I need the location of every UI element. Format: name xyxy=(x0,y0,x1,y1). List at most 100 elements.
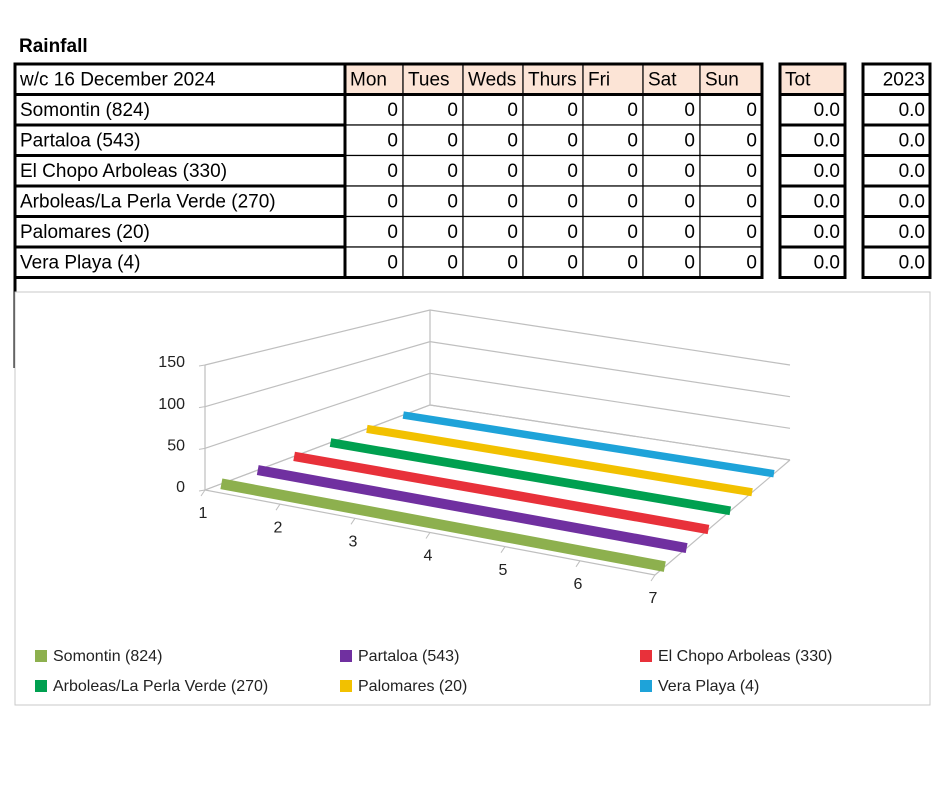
table-outline xyxy=(778,62,847,279)
y-tick-label: 0 xyxy=(176,479,185,496)
x-tick xyxy=(200,489,206,497)
cell-text: 0 xyxy=(746,222,757,243)
cell-text: 0.0 xyxy=(899,252,925,273)
header-text: Mon xyxy=(350,69,387,90)
header-text: Tot xyxy=(785,69,811,90)
x-tick-label: 1 xyxy=(199,505,208,522)
cell-text: 0 xyxy=(746,161,757,182)
cell-text: 0 xyxy=(746,130,757,151)
table-cell xyxy=(699,93,763,126)
x-tick-label: 5 xyxy=(499,562,508,579)
header-text: Thurs xyxy=(528,69,577,90)
cell-text: 0 xyxy=(387,191,398,212)
table-cell xyxy=(699,154,763,187)
table-cell xyxy=(582,215,644,248)
table-outline xyxy=(13,62,347,279)
table-cell xyxy=(582,246,644,279)
cell-text: 0.0 xyxy=(899,191,925,212)
legend-swatch xyxy=(640,680,652,692)
cell-text: 0.0 xyxy=(814,161,840,182)
cell-text: 0 xyxy=(447,100,458,121)
cell-text: Arboleas/La Perla Verde (270) xyxy=(20,191,276,212)
cell-text: 0 xyxy=(684,191,695,212)
table-outline xyxy=(861,62,932,279)
cell-text: 0.0 xyxy=(899,130,925,151)
cell-text: 0 xyxy=(387,222,398,243)
series-line xyxy=(329,438,732,516)
cell-text: 0 xyxy=(387,161,398,182)
cell-text: 0 xyxy=(447,130,458,151)
cell-text: 0 xyxy=(507,130,518,151)
cell-text: 0 xyxy=(746,100,757,121)
cell-text: 0 xyxy=(627,191,638,212)
x-tick xyxy=(500,546,506,553)
table-cell xyxy=(642,246,701,279)
legend-label: Palomares (20) xyxy=(358,678,467,695)
cell-text: 0.0 xyxy=(814,191,840,212)
cell-text: 0 xyxy=(567,161,578,182)
table-cell xyxy=(462,124,524,157)
cell-text: 0 xyxy=(387,130,398,151)
legend-label: El Chopo Arboleas (330) xyxy=(658,648,832,665)
series-line xyxy=(256,465,688,553)
cell-text: 0 xyxy=(507,161,518,182)
cell-text: 0 xyxy=(627,100,638,121)
legend-label: Partaloa (543) xyxy=(358,648,459,665)
table-cell xyxy=(778,245,847,279)
header-text: 2023 xyxy=(883,69,925,90)
y-tick xyxy=(198,406,206,409)
cell-text: 0 xyxy=(567,222,578,243)
cell-text: 0 xyxy=(507,100,518,121)
cell-text: El Chopo Arboleas (330) xyxy=(20,161,227,182)
header-text: Sun xyxy=(705,69,739,90)
table-cell xyxy=(402,246,464,279)
table-cell xyxy=(344,215,404,248)
table-cell xyxy=(402,93,464,126)
cell-text: 0 xyxy=(567,191,578,212)
table-cell xyxy=(13,215,347,249)
legend-label: Somontin (824) xyxy=(53,648,162,665)
cell-text: Vera Playa (4) xyxy=(20,252,140,273)
cell-text: 0 xyxy=(507,191,518,212)
table-cell xyxy=(699,185,763,218)
cell-text: 0.0 xyxy=(814,100,840,121)
cell-text: 0 xyxy=(507,252,518,273)
cell-text: 0 xyxy=(447,191,458,212)
legend-swatch xyxy=(640,650,652,662)
cell-text: 0 xyxy=(627,222,638,243)
x-tick-label: 4 xyxy=(424,548,433,565)
header-text: Fri xyxy=(588,69,610,90)
header-text: Weds xyxy=(468,69,516,90)
table-cell xyxy=(642,154,701,187)
x-tick-label: 3 xyxy=(349,534,358,551)
cell-text: 0 xyxy=(447,161,458,182)
table-cell xyxy=(582,154,644,187)
series-line xyxy=(220,478,666,572)
y-tick xyxy=(198,447,206,450)
page-title: Rainfall xyxy=(19,36,88,57)
y-tick-label: 100 xyxy=(158,396,185,413)
grid-line xyxy=(204,341,791,408)
legend-label: Arboleas/La Perla Verde (270) xyxy=(53,678,268,695)
cell-text: 0 xyxy=(447,252,458,273)
legend-swatch xyxy=(340,680,352,692)
header-text: w/c 16 December 2024 xyxy=(19,69,216,90)
cell-text: Somontin (824) xyxy=(20,100,150,121)
cell-text: 0 xyxy=(627,161,638,182)
cell-text: 0 xyxy=(684,100,695,121)
table-cell xyxy=(522,215,584,248)
legend-swatch xyxy=(35,680,47,692)
cell-text: 0 xyxy=(567,100,578,121)
grid-line xyxy=(204,309,791,366)
series-line xyxy=(366,424,753,497)
series-line xyxy=(402,411,775,478)
table-cell xyxy=(402,215,464,248)
cell-text: 0 xyxy=(387,100,398,121)
x-tick xyxy=(575,560,581,568)
cell-text: 0.0 xyxy=(814,222,840,243)
grid-line xyxy=(204,372,791,449)
cell-text: 0 xyxy=(447,222,458,243)
cell-text: 0.0 xyxy=(899,100,925,121)
